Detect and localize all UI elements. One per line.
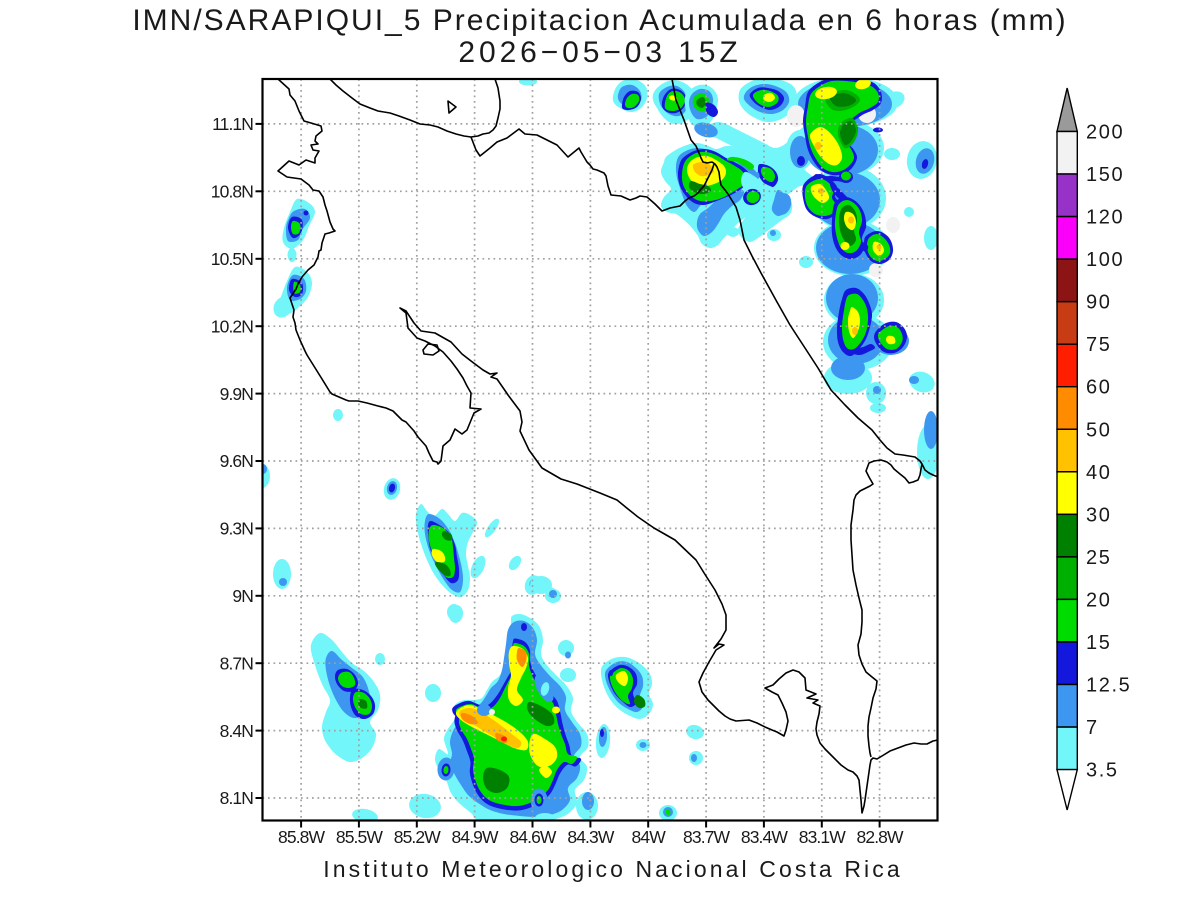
svg-text:60: 60 (1086, 377, 1111, 399)
svg-text:10.2N: 10.2N (211, 316, 253, 336)
svg-text:11.1N: 11.1N (212, 114, 253, 134)
svg-text:150: 150 (1086, 164, 1124, 186)
svg-text:8.1N: 8.1N (220, 788, 254, 808)
svg-text:12.5: 12.5 (1086, 675, 1131, 697)
svg-text:9.3N: 9.3N (220, 519, 254, 539)
svg-text:9N: 9N (232, 586, 253, 606)
svg-text:90: 90 (1086, 292, 1111, 314)
svg-text:83.4W: 83.4W (741, 827, 788, 847)
svg-text:IMN/SARAPIQUI_5 Precipitacion: IMN/SARAPIQUI_5 Precipitacion Acumulada … (132, 4, 1067, 37)
svg-text:40: 40 (1086, 462, 1111, 484)
svg-text:84.6W: 84.6W (509, 827, 556, 847)
svg-text:7: 7 (1086, 717, 1099, 739)
svg-text:85.5W: 85.5W (336, 827, 383, 847)
svg-text:10.5N: 10.5N (211, 249, 253, 269)
svg-text:3.5: 3.5 (1086, 760, 1119, 782)
svg-text:84.3W: 84.3W (567, 827, 614, 847)
svg-text:8.4N: 8.4N (220, 721, 254, 741)
svg-text:50: 50 (1086, 419, 1111, 441)
svg-text:30: 30 (1086, 504, 1111, 526)
svg-text:9.9N: 9.9N (220, 384, 254, 404)
svg-text:85.2W: 85.2W (394, 827, 441, 847)
svg-text:100: 100 (1086, 249, 1124, 271)
svg-text:83.1W: 83.1W (799, 827, 846, 847)
svg-text:20: 20 (1086, 589, 1111, 611)
svg-text:10.8N: 10.8N (211, 182, 253, 202)
svg-text:84.9W: 84.9W (452, 827, 499, 847)
svg-text:15: 15 (1086, 632, 1111, 654)
svg-text:25: 25 (1086, 547, 1111, 569)
svg-text:83.7W: 83.7W (683, 827, 730, 847)
svg-text:85.8W: 85.8W (278, 827, 325, 847)
svg-text:Instituto Meteorologico Nacion: Instituto Meteorologico Nacional Costa R… (323, 856, 902, 882)
svg-text:75: 75 (1086, 334, 1111, 356)
svg-text:2026−05−03 15Z: 2026−05−03 15Z (458, 36, 741, 69)
svg-text:82.8W: 82.8W (857, 827, 904, 847)
svg-text:8.7N: 8.7N (220, 653, 254, 673)
svg-text:84W: 84W (632, 827, 667, 847)
svg-text:200: 200 (1086, 122, 1124, 144)
svg-text:9.6N: 9.6N (220, 451, 254, 471)
svg-text:120: 120 (1086, 207, 1124, 229)
